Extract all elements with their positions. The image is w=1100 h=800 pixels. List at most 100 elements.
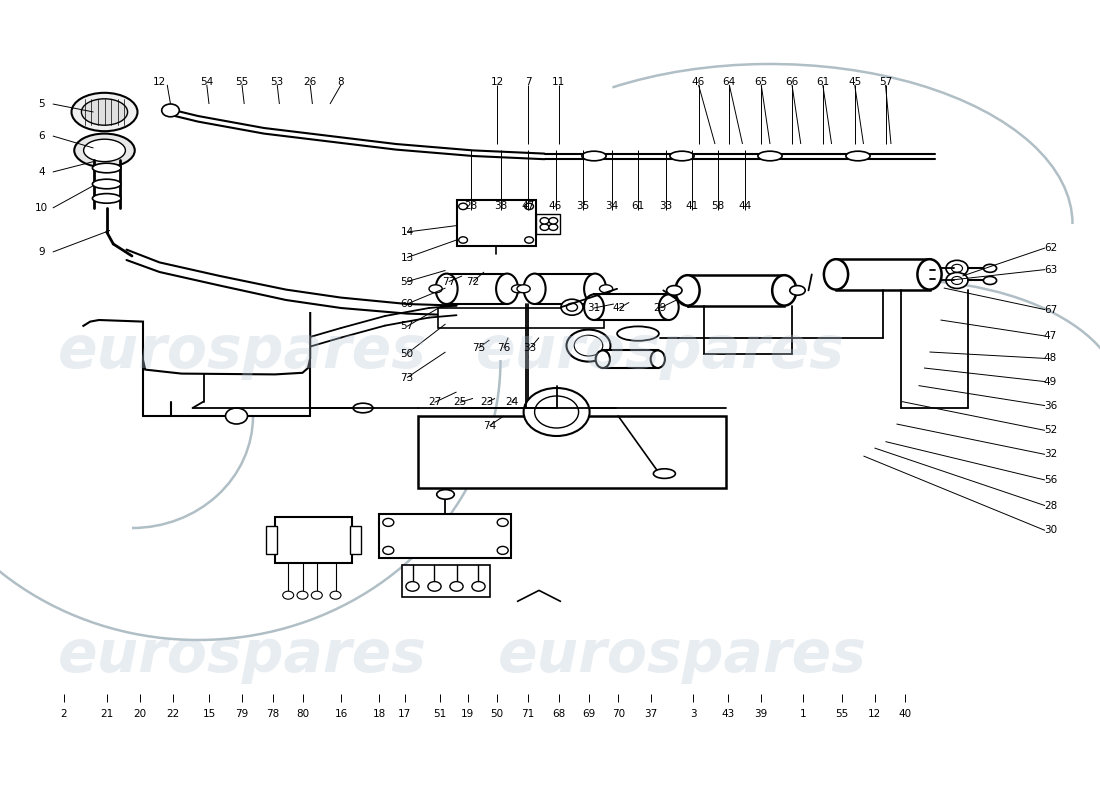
Text: 50: 50: [400, 349, 414, 358]
Circle shape: [946, 273, 968, 289]
Text: 46: 46: [549, 202, 562, 211]
Circle shape: [428, 582, 441, 591]
Ellipse shape: [653, 469, 675, 478]
Text: 11: 11: [552, 77, 565, 86]
Circle shape: [540, 224, 549, 230]
Text: 62: 62: [1044, 243, 1057, 253]
Text: 28: 28: [1044, 501, 1057, 510]
Text: 3: 3: [690, 709, 696, 718]
Circle shape: [297, 591, 308, 599]
Text: 41: 41: [685, 202, 698, 211]
Ellipse shape: [512, 285, 525, 293]
Text: eurospares: eurospares: [57, 323, 427, 381]
Ellipse shape: [758, 151, 782, 161]
Text: 76: 76: [497, 343, 510, 353]
Circle shape: [450, 582, 463, 591]
Text: 1: 1: [800, 709, 806, 718]
Ellipse shape: [670, 151, 694, 161]
Text: 61: 61: [816, 77, 829, 86]
Circle shape: [459, 203, 468, 210]
Text: 31: 31: [587, 303, 601, 313]
Text: 2: 2: [60, 709, 67, 718]
Ellipse shape: [92, 179, 121, 189]
Text: 15: 15: [202, 709, 216, 718]
Bar: [350, 526, 361, 554]
Circle shape: [162, 104, 179, 117]
Ellipse shape: [584, 274, 606, 304]
Circle shape: [952, 264, 962, 272]
Circle shape: [561, 299, 583, 315]
Circle shape: [952, 277, 962, 285]
Text: 47: 47: [521, 202, 535, 211]
Ellipse shape: [667, 286, 682, 295]
Text: 24: 24: [505, 398, 518, 407]
Text: 45: 45: [848, 77, 861, 86]
Bar: [594, 294, 669, 320]
Text: 43: 43: [722, 709, 735, 718]
Text: 12: 12: [868, 709, 881, 718]
Text: 6: 6: [39, 131, 45, 141]
Ellipse shape: [92, 163, 121, 173]
Circle shape: [311, 591, 322, 599]
Text: 42: 42: [613, 303, 626, 313]
Ellipse shape: [651, 350, 664, 368]
Text: 20: 20: [133, 709, 146, 718]
Ellipse shape: [582, 151, 606, 161]
Text: 69: 69: [582, 709, 595, 718]
Ellipse shape: [596, 350, 609, 368]
Ellipse shape: [437, 490, 454, 499]
Text: 70: 70: [612, 709, 625, 718]
Bar: [402, 565, 490, 597]
Bar: [438, 308, 604, 328]
Ellipse shape: [72, 93, 138, 131]
Text: 16: 16: [334, 709, 348, 718]
Ellipse shape: [659, 294, 679, 320]
Ellipse shape: [675, 275, 700, 306]
Circle shape: [283, 591, 294, 599]
Circle shape: [472, 582, 485, 591]
Circle shape: [535, 396, 579, 428]
Text: 61: 61: [631, 202, 645, 211]
Ellipse shape: [846, 151, 870, 161]
Text: 50: 50: [491, 709, 504, 718]
Ellipse shape: [524, 274, 546, 304]
Ellipse shape: [353, 403, 373, 413]
Text: 23: 23: [481, 398, 494, 407]
Text: 17: 17: [398, 709, 411, 718]
Ellipse shape: [983, 264, 997, 272]
Text: eurospares: eurospares: [475, 323, 845, 381]
Text: 64: 64: [723, 77, 736, 86]
Ellipse shape: [824, 259, 848, 290]
Text: 25: 25: [453, 398, 466, 407]
Text: 44: 44: [738, 202, 751, 211]
Bar: [447, 274, 507, 304]
Text: 39: 39: [755, 709, 768, 718]
Text: 66: 66: [785, 77, 799, 86]
Text: 38: 38: [494, 202, 507, 211]
Text: eurospares: eurospares: [57, 627, 427, 685]
Text: 7: 7: [525, 77, 531, 86]
Text: 22: 22: [166, 709, 179, 718]
Circle shape: [524, 388, 590, 436]
Text: 10: 10: [35, 203, 48, 213]
Text: 58: 58: [712, 202, 725, 211]
Text: 59: 59: [400, 277, 414, 286]
Text: 65: 65: [755, 77, 768, 86]
Circle shape: [574, 335, 603, 356]
Bar: [603, 350, 658, 368]
Ellipse shape: [436, 274, 458, 304]
Circle shape: [549, 224, 558, 230]
Text: 56: 56: [1044, 475, 1057, 485]
Text: 18: 18: [373, 709, 386, 718]
Text: 28: 28: [464, 202, 477, 211]
Text: 8: 8: [338, 77, 344, 86]
Bar: [536, 214, 560, 234]
Text: 36: 36: [1044, 401, 1057, 410]
Text: 60: 60: [400, 299, 414, 309]
Ellipse shape: [600, 285, 613, 293]
Circle shape: [566, 303, 578, 311]
Text: 67: 67: [1044, 305, 1057, 314]
Circle shape: [383, 546, 394, 554]
Polygon shape: [82, 312, 310, 374]
Text: 48: 48: [1044, 354, 1057, 363]
